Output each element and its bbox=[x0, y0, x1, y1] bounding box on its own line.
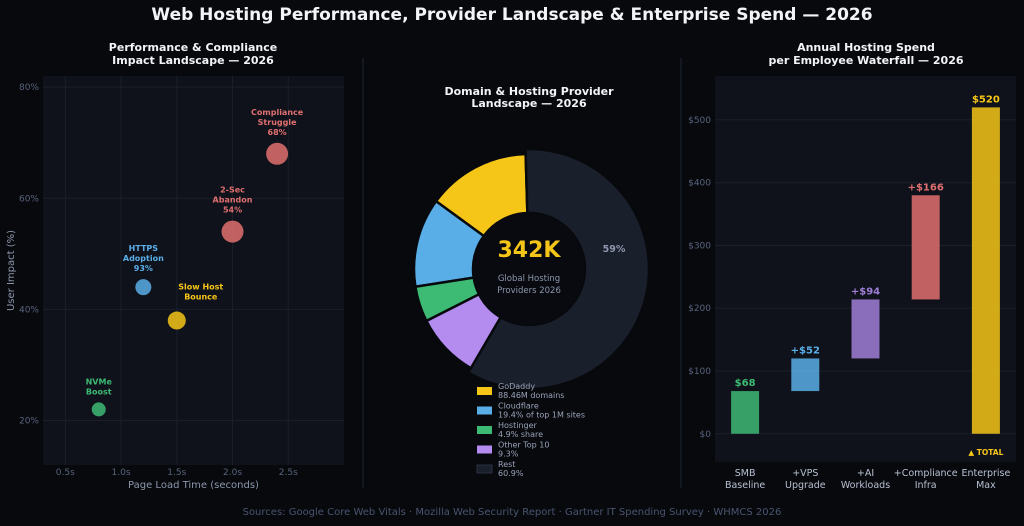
donut-hole bbox=[473, 213, 585, 325]
donut-legend-desc: 9.3% bbox=[498, 450, 519, 459]
donut-legend-swatch bbox=[477, 406, 492, 415]
donut-legend-swatch bbox=[476, 464, 493, 474]
waterfall-ytick-label: $0 bbox=[700, 430, 712, 440]
scatter-ytick-label: 40% bbox=[19, 305, 39, 315]
waterfall-title: Annual Hosting Spend bbox=[797, 41, 935, 54]
scatter-xtick-label: 2.5s bbox=[279, 468, 298, 478]
scatter-point-label: Boost bbox=[86, 387, 112, 396]
donut-legend-name: Cloudflare bbox=[498, 402, 539, 411]
scatter-point-label: Slow Host bbox=[178, 283, 223, 292]
scatter-point-label: 93% bbox=[134, 264, 153, 273]
scatter-ytick-label: 20% bbox=[19, 417, 39, 427]
scatter-point-label: Compliance bbox=[251, 108, 304, 117]
donut-legend-swatch bbox=[477, 387, 492, 395]
scatter-xtick-label: 0.5s bbox=[56, 468, 75, 478]
waterfall-value-label: $520 bbox=[972, 94, 1000, 105]
waterfall-bar bbox=[911, 195, 940, 300]
waterfall-category-label: Infra bbox=[915, 480, 937, 491]
donut-legend-name: Other Top 10 bbox=[498, 441, 549, 450]
donut-rest-percent-label: 59% bbox=[603, 244, 626, 255]
waterfall-value-label: +$94 bbox=[851, 286, 880, 297]
scatter-y-axis-label: User Impact (%) bbox=[6, 230, 17, 311]
donut-title: Landscape — 2026 bbox=[471, 97, 587, 110]
waterfall-category-label: Enterprise bbox=[961, 468, 1010, 479]
scatter-point bbox=[91, 402, 106, 417]
donut-center-value: 342K bbox=[498, 238, 562, 263]
waterfall-ytick-label: $100 bbox=[688, 367, 711, 377]
scatter-title: Impact Landscape — 2026 bbox=[112, 54, 274, 67]
waterfall-category-label: Workloads bbox=[841, 480, 890, 491]
waterfall-value-label: +$166 bbox=[908, 182, 944, 193]
scatter-point-label: 2-Sec bbox=[220, 186, 245, 195]
waterfall-bar bbox=[971, 107, 1000, 434]
scatter-xtick-label: 2.0s bbox=[223, 468, 242, 478]
page-title: Web Hosting Performance, Provider Landsc… bbox=[151, 5, 873, 25]
scatter-point-label: Bounce bbox=[184, 293, 218, 302]
waterfall-value-label: $68 bbox=[735, 378, 756, 389]
waterfall-category-label: Baseline bbox=[725, 480, 765, 491]
waterfall-value-label: +$52 bbox=[791, 345, 820, 356]
waterfall-category-label: SMB bbox=[735, 468, 756, 479]
donut-legend-name: GoDaddy bbox=[498, 382, 535, 391]
sources-footer: Sources: Google Core Web Vitals · Mozill… bbox=[242, 507, 782, 518]
scatter-point bbox=[167, 311, 186, 330]
waterfall-total-marker: ▲ TOTAL bbox=[968, 448, 1003, 457]
scatter-point bbox=[221, 220, 244, 243]
scatter-plot-area bbox=[43, 76, 344, 465]
waterfall-bar bbox=[791, 358, 820, 392]
waterfall-category-label: Max bbox=[976, 480, 996, 491]
waterfall-ytick-label: $400 bbox=[688, 179, 711, 189]
donut-legend-name: Hostinger bbox=[498, 421, 538, 430]
waterfall-ytick-label: $500 bbox=[688, 116, 711, 126]
scatter-point-label: 54% bbox=[223, 206, 242, 215]
donut-legend-desc: 4.9% share bbox=[498, 430, 543, 439]
waterfall-title: per Employee Waterfall — 2026 bbox=[768, 54, 963, 67]
waterfall-category-label: +VPS bbox=[792, 468, 818, 479]
scatter-point-label: 68% bbox=[268, 128, 287, 137]
donut-title: Domain & Hosting Provider bbox=[444, 85, 614, 98]
scatter-x-axis-label: Page Load Time (seconds) bbox=[128, 480, 259, 491]
scatter-ytick-label: 80% bbox=[19, 83, 39, 93]
scatter-point-label: Abandon bbox=[213, 196, 253, 205]
waterfall-category-label: +AI bbox=[857, 468, 874, 479]
donut-legend-desc: 88.46M domains bbox=[498, 391, 564, 400]
scatter-point-label: Adoption bbox=[123, 254, 164, 263]
scatter-point-label: Struggle bbox=[258, 118, 297, 127]
scatter-point-label: HTTPS bbox=[129, 244, 159, 253]
scatter-xtick-label: 1.5s bbox=[167, 468, 186, 478]
scatter-xtick-label: 1.0s bbox=[112, 468, 131, 478]
waterfall-bar bbox=[731, 391, 760, 434]
waterfall-category-label: +Compliance bbox=[894, 468, 958, 479]
waterfall-bar bbox=[851, 299, 880, 359]
waterfall-ytick-label: $300 bbox=[688, 241, 711, 251]
donut-legend-name: Rest bbox=[498, 460, 515, 469]
waterfall-ytick-label: $200 bbox=[688, 304, 711, 314]
scatter-point bbox=[266, 142, 289, 165]
donut-center-subtitle: Global Hosting bbox=[498, 274, 560, 284]
scatter-point bbox=[135, 279, 152, 296]
donut-legend-swatch bbox=[477, 445, 492, 454]
waterfall-category-label: Upgrade bbox=[785, 480, 826, 491]
donut-legend-swatch bbox=[477, 426, 492, 434]
scatter-ytick-label: 60% bbox=[19, 194, 39, 204]
donut-legend-desc: 60.9% bbox=[498, 469, 524, 478]
donut-center-subtitle: Providers 2026 bbox=[497, 286, 561, 296]
scatter-point-label: NVMe bbox=[86, 377, 113, 386]
scatter-title: Performance & Compliance bbox=[109, 41, 277, 54]
donut-legend-desc: 19.4% of top 1M sites bbox=[498, 411, 585, 420]
waterfall-plot-area bbox=[715, 76, 1016, 462]
